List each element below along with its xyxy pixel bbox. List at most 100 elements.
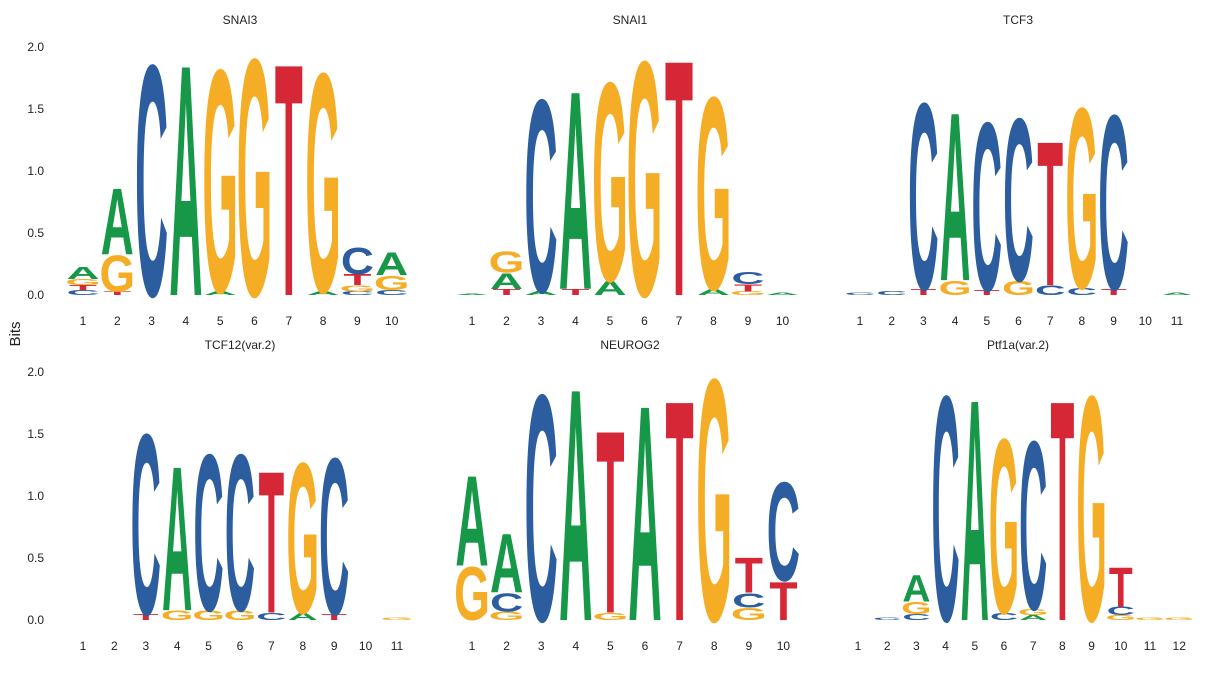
logo-letter-g: G (374, 271, 410, 294)
logo-letter-g: G (939, 277, 972, 300)
logo-letter-t: T (734, 282, 762, 293)
panel-title: SNAI1 (613, 13, 648, 27)
x-tick-label: 8 (710, 314, 717, 328)
x-tick-label: 4 (174, 639, 181, 653)
logo-letter-a: A (455, 293, 488, 295)
logo-letter-g: G (237, 0, 273, 368)
x-tick-label: 6 (1001, 639, 1008, 653)
y-tick-label: 1.0 (27, 164, 44, 178)
x-tick-label: 1 (469, 314, 476, 328)
logo-letter-c: C (1107, 605, 1135, 618)
x-tick-label: 8 (711, 639, 718, 653)
x-tick-label: 5 (607, 639, 614, 653)
logo-letter-c: C (932, 328, 960, 677)
logo-letter-c: C (1003, 71, 1034, 330)
y-tick-label: 1.0 (27, 489, 44, 503)
logo-letter-g: G (100, 246, 136, 303)
logo-letter-c: C (1019, 391, 1047, 660)
logo-letter-t: T (666, 335, 694, 677)
x-tick-label: 2 (888, 314, 895, 328)
x-tick-label: 7 (676, 639, 683, 653)
x-tick-label: 1 (80, 639, 87, 653)
x-tick-label: 11 (391, 639, 404, 653)
logo-letter-g: G (1076, 328, 1106, 677)
x-tick-label: 8 (1079, 314, 1086, 328)
logo-letter-c: C (873, 617, 901, 621)
logo-letter-a: A (375, 246, 408, 282)
x-tick-label: 9 (354, 314, 361, 328)
x-tick-label: 3 (538, 639, 545, 653)
x-tick-label: 7 (285, 314, 292, 328)
panel-title: Ptf1a(var.2) (987, 338, 1049, 352)
panel-title: NEUROG2 (600, 338, 660, 352)
logo-letter-g: G (1002, 277, 1035, 300)
logo-letter-t: T (1051, 335, 1075, 677)
x-tick-label: 10 (385, 314, 399, 328)
y-tick-label: 2.0 (27, 40, 44, 54)
x-tick-label: 8 (320, 314, 327, 328)
logo-letter-t: T (596, 376, 624, 668)
logo-letter-g: G (592, 611, 628, 622)
x-tick-label: 6 (641, 314, 648, 328)
logo-letter-g: G (381, 617, 414, 621)
x-tick-label: 6 (251, 314, 258, 328)
logo-letter-a: A (559, 320, 592, 677)
logo-letter-t: T (769, 570, 797, 632)
x-tick-label: 9 (745, 639, 752, 653)
y-tick-label: 1.5 (27, 427, 44, 441)
logo-letter-c: C (341, 290, 374, 296)
logo-letter-t: T (910, 287, 936, 297)
logo-letter-c: C (732, 589, 765, 612)
x-tick-label: 5 (205, 639, 212, 653)
panel-title: TCF12(var.2) (205, 338, 276, 352)
x-tick-label: 10 (776, 314, 790, 328)
logo-letter-c: C (767, 454, 800, 611)
logo-letter-g: G (340, 283, 376, 293)
logo-letter-g: G (1106, 614, 1136, 622)
logo-letter-g: G (287, 418, 320, 658)
logo-letter-c: C (876, 291, 907, 297)
x-tick-label: 7 (676, 314, 683, 328)
logo-letter-c: C (902, 612, 930, 622)
logo-letter-c: C (908, 49, 939, 347)
y-axis-title: Bits (7, 321, 24, 346)
logo-letter-a: A (697, 287, 730, 297)
x-tick-label: 7 (1030, 639, 1037, 653)
logo-letter-t: T (974, 289, 1001, 297)
logo-letter-c: C (1098, 63, 1129, 342)
y-tick-label: 0.0 (27, 288, 44, 302)
logo-letter-c: C (193, 409, 223, 659)
logo-letter-g: G (454, 552, 490, 637)
x-tick-label: 10 (777, 639, 791, 653)
logo-letter-t: T (321, 613, 347, 622)
logo-letter-g: G (224, 608, 257, 623)
logo-letter-c: C (490, 588, 523, 617)
logo-letter-c: C (319, 412, 349, 662)
x-tick-label: 1 (80, 314, 87, 328)
logo-letter-g: G (161, 608, 194, 623)
x-tick-label: 6 (237, 639, 244, 653)
logo-letter-c: C (524, 42, 557, 350)
logo-letter-a: A (490, 268, 523, 293)
x-tick-label: 4 (183, 314, 190, 328)
logo-letter-t: T (103, 290, 131, 296)
logo-letter-g: G (1164, 617, 1194, 621)
x-tick-label: 1 (855, 639, 862, 653)
logo-letter-t: T (561, 287, 589, 297)
x-tick-label: 3 (920, 314, 927, 328)
logo-letter-t: T (1109, 556, 1133, 619)
logo-letter-a: A (490, 517, 523, 611)
logo-letter-c: C (1067, 286, 1098, 298)
logo-letter-a: A (66, 264, 99, 283)
logo-letter-t: T (1037, 98, 1063, 329)
x-tick-label: 2 (111, 639, 118, 653)
x-tick-label: 4 (952, 314, 959, 328)
x-tick-label: 1 (469, 639, 476, 653)
x-tick-label: 1 (857, 314, 864, 328)
x-tick-label: 3 (148, 314, 155, 328)
logo-letter-a: A (593, 276, 626, 299)
x-tick-label: 3 (142, 639, 149, 653)
x-tick-label: 8 (1059, 639, 1066, 653)
logo-letter-g: G (489, 609, 525, 623)
